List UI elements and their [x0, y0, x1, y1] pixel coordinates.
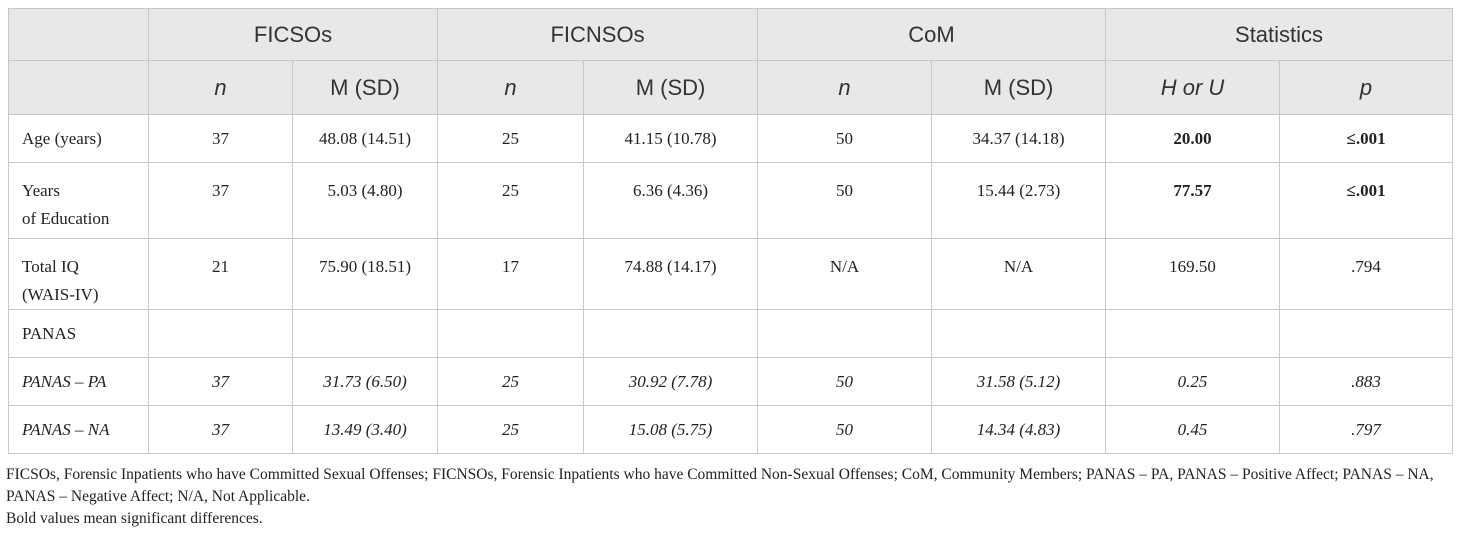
empty-cell [437, 309, 585, 358]
sub-header: n [757, 60, 933, 115]
table-cell: 25 [437, 162, 585, 239]
table-cell: 37 [148, 357, 293, 406]
table-cell: 77.57 [1105, 162, 1281, 239]
footnote: Bold values mean significant differences… [6, 510, 263, 527]
table-cell: 21 [148, 238, 293, 310]
table-cell: .883 [1279, 357, 1454, 406]
sub-header: M (SD) [931, 60, 1107, 115]
table-cell: N/A [757, 238, 933, 310]
sub-header: p [1279, 60, 1454, 115]
empty-cell [291, 309, 439, 358]
table-cell: 15.08 (5.75) [583, 405, 759, 454]
table-cell: 6.36 (4.36) [583, 162, 759, 239]
table-cell: 5.03 (4.80) [291, 162, 439, 239]
table-cell: .797 [1279, 405, 1454, 454]
table-cell: 48.08 (14.51) [291, 114, 439, 163]
sub-header: H or U [1105, 60, 1281, 115]
empty-cell [757, 309, 933, 358]
empty-cell [148, 309, 293, 358]
table-cell: 37 [148, 114, 293, 163]
table-cell: 17 [437, 238, 585, 310]
table-row: PANAS – PA 37 31.73 (6.50) 25 30.92 (7.78) 50… [8, 357, 1454, 406]
table-row: PANAS [8, 309, 1454, 358]
table-cell: 37 [148, 405, 293, 454]
table-cell: 37 [148, 162, 293, 239]
table-cell: 50 [757, 162, 933, 239]
group-header-row: FICSOs FICNSOs CoM Statistics [8, 8, 1454, 61]
sub-header: M (SD) [583, 60, 759, 115]
table-cell: 169.50 [1105, 238, 1281, 310]
empty-cell [931, 309, 1107, 358]
empty-cell [583, 309, 759, 358]
sub-header: n [148, 60, 293, 115]
group-header: Statistics [1105, 8, 1454, 61]
table-cell: 25 [437, 357, 585, 406]
row-label: Total IQ (WAIS-IV) [8, 238, 149, 310]
table-cell: 31.58 (5.12) [931, 357, 1107, 406]
row-label: Years of Education [8, 162, 149, 239]
sub-header: n [437, 60, 585, 115]
corner-cell [8, 60, 149, 115]
sub-header: M (SD) [291, 60, 439, 115]
table-cell: 31.73 (6.50) [291, 357, 439, 406]
empty-cell [1279, 309, 1454, 358]
group-header: FICSOs [147, 8, 439, 61]
corner-cell [8, 8, 149, 61]
table-cell: 75.90 (18.51) [291, 238, 439, 310]
table-row: Total IQ (WAIS-IV) 21 75.90 (18.51) 17 74.88… [8, 238, 1454, 310]
table-cell: 30.92 (7.78) [583, 357, 759, 406]
table-cell: 50 [757, 114, 933, 163]
table-row: PANAS – NA 37 13.49 (3.40) 25 15.08 (5.75) 50… [8, 405, 1454, 454]
table-cell: 0.45 [1105, 405, 1281, 454]
row-label: PANAS – PA [8, 357, 149, 406]
table-cell: 41.15 (10.78) [583, 114, 759, 163]
table-cell: 0.25 [1105, 357, 1281, 406]
table-cell: N/A [931, 238, 1107, 310]
row-label: PANAS – NA [8, 405, 149, 454]
table-cell: 25 [437, 405, 585, 454]
footnote: FICSOs, Forensic Inpatients who have Com… [6, 466, 1434, 505]
table-row: Years of Education 37 5.03 (4.80) 25 6.36 (4… [8, 162, 1454, 239]
group-header: FICNSOs [437, 8, 759, 61]
group-header: CoM [757, 8, 1107, 61]
table-cell: 50 [757, 357, 933, 406]
table-cell: 25 [437, 114, 585, 163]
table-cell: 50 [757, 405, 933, 454]
table-body: Age (years) 37 48.08 (14.51) 25 41.15 (10.78… [8, 114, 1454, 454]
table-cell: ≤.001 [1279, 162, 1454, 239]
footnotes: FICSOs, Forensic Inpatients who have Com… [6, 464, 1456, 530]
row-label: Age (years) [8, 114, 149, 163]
table-cell: ≤.001 [1279, 114, 1454, 163]
table-row: Age (years) 37 48.08 (14.51) 25 41.15 (10.78… [8, 114, 1454, 163]
empty-cell [1105, 309, 1281, 358]
row-label: PANAS [8, 309, 149, 358]
table-cell: 15.44 (2.73) [931, 162, 1107, 239]
table-cell: 20.00 [1105, 114, 1281, 163]
table-cell: 74.88 (14.17) [583, 238, 759, 310]
table-cell: .794 [1279, 238, 1454, 310]
table-cell: 34.37 (14.18) [931, 114, 1107, 163]
table-cell: 14.34 (4.83) [931, 405, 1107, 454]
table-cell: 13.49 (3.40) [291, 405, 439, 454]
